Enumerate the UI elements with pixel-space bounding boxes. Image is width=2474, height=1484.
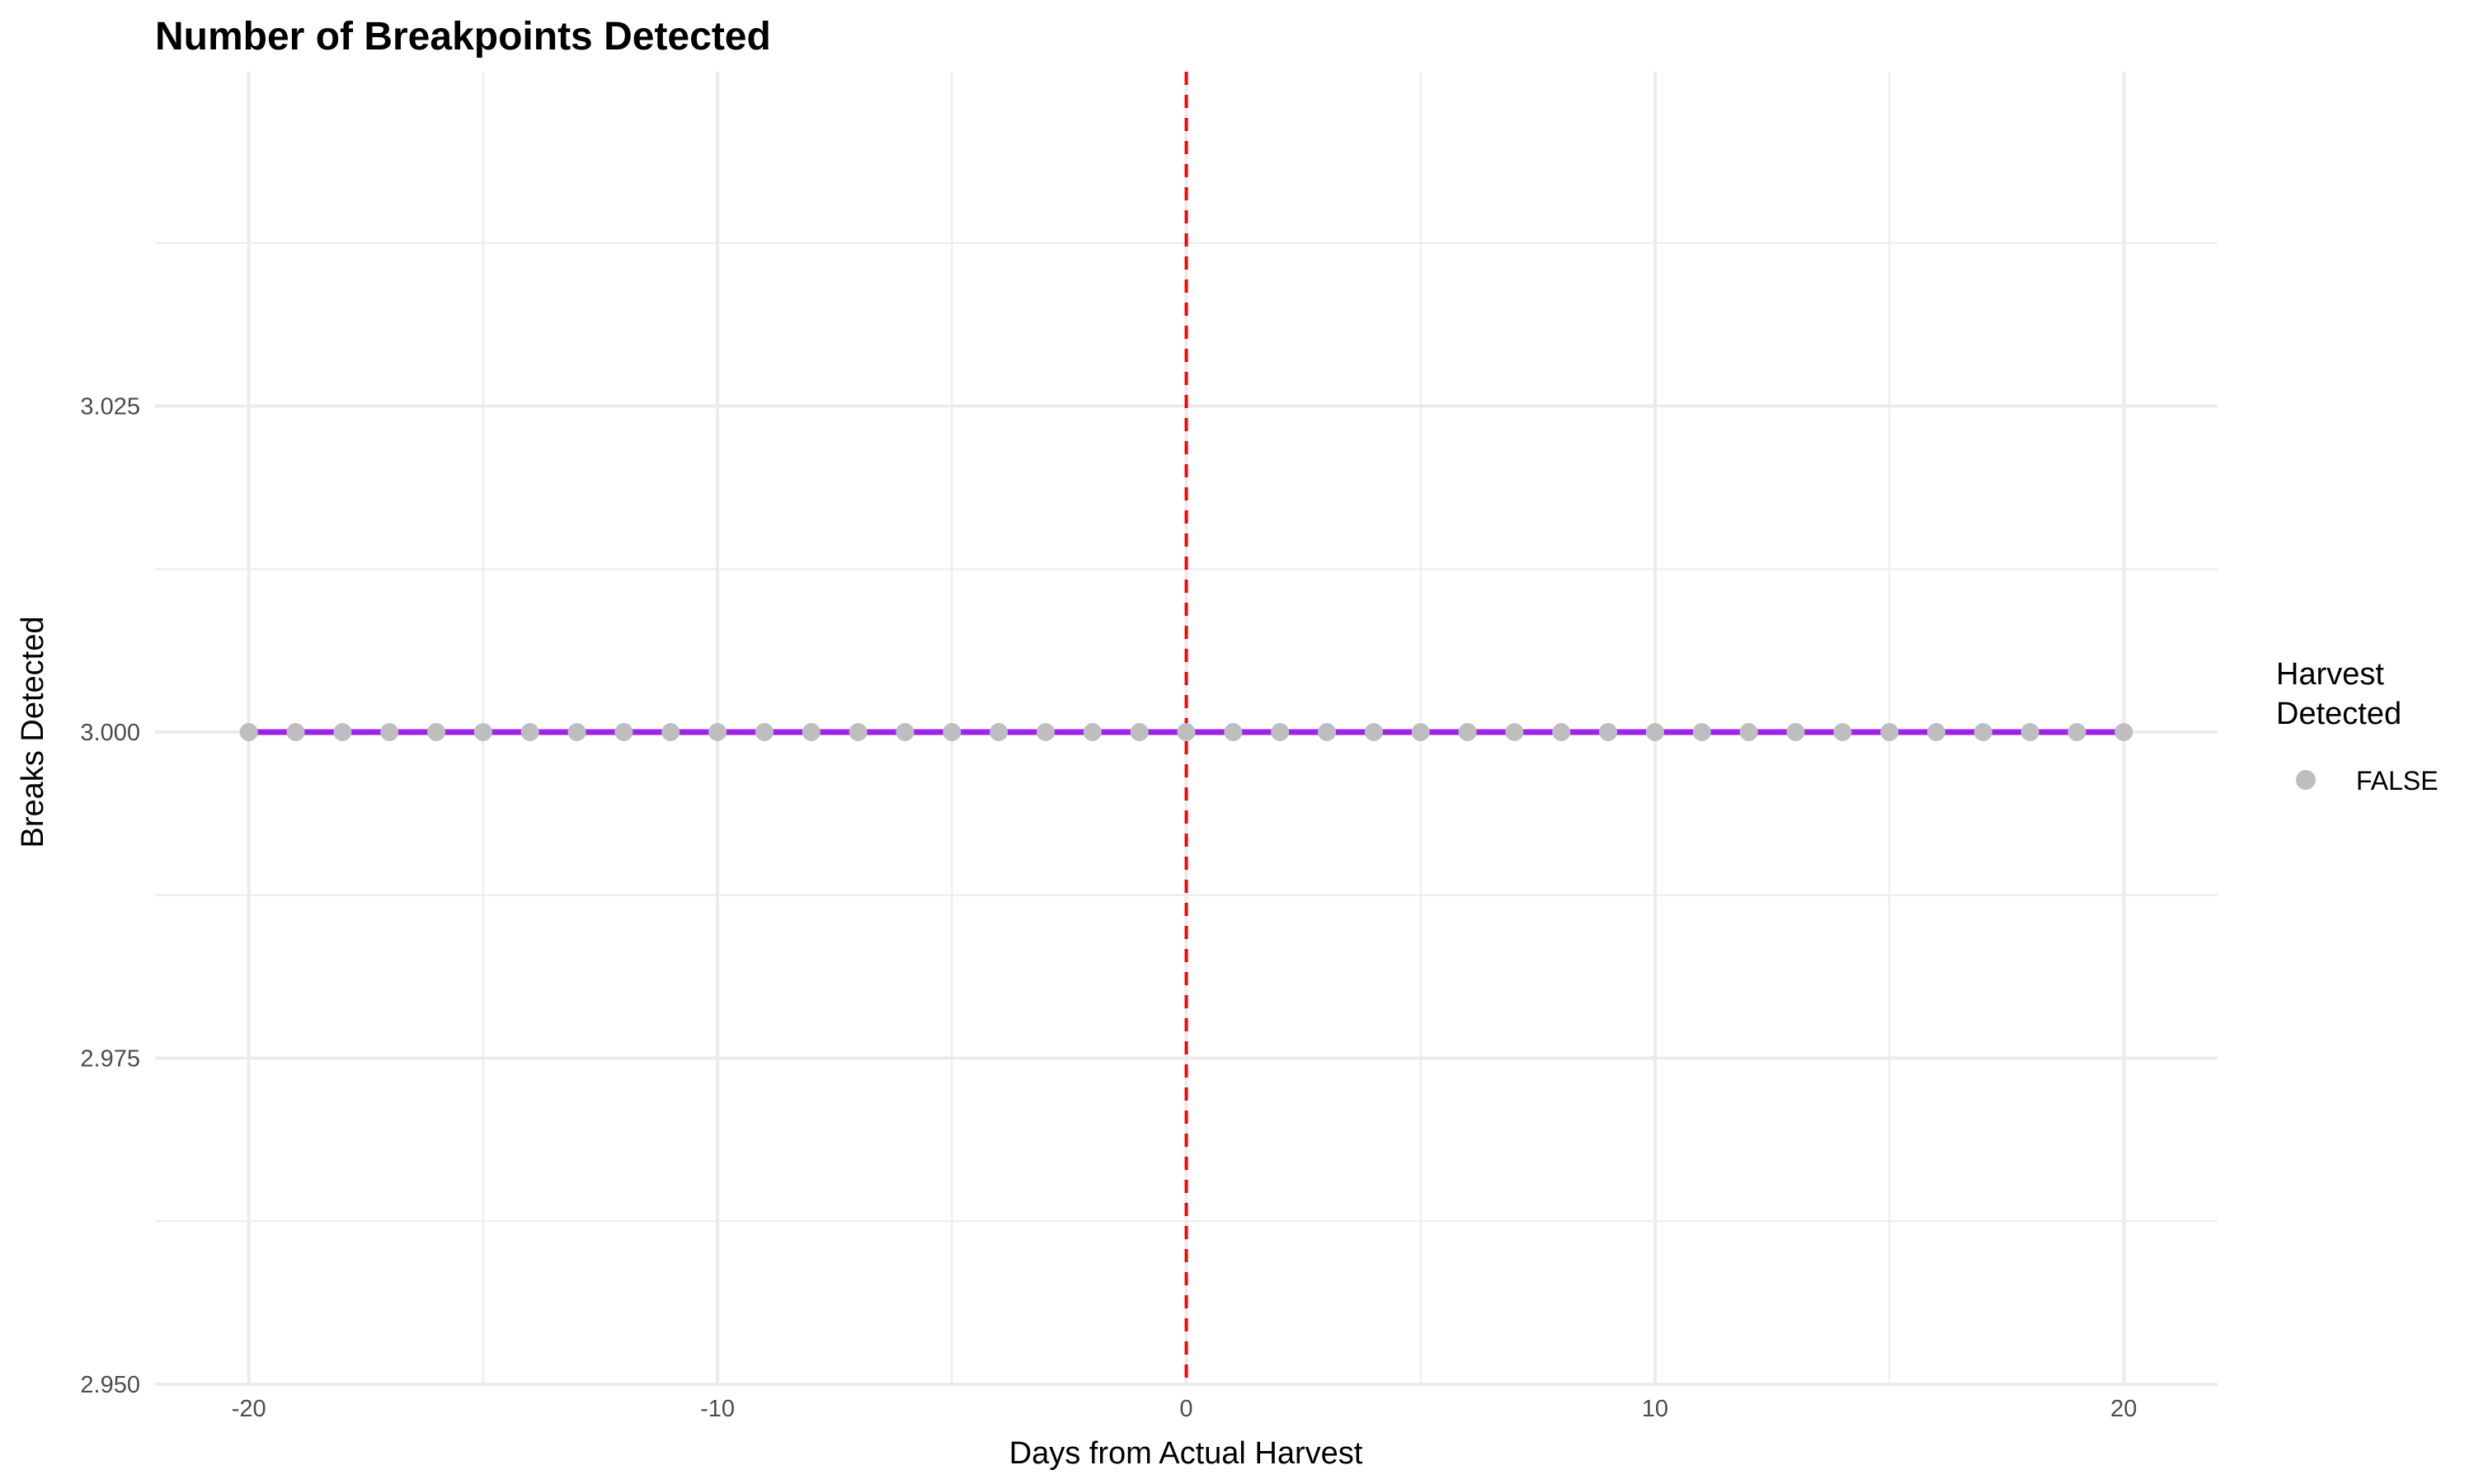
data-point [1926,723,1945,741]
data-point [1645,723,1664,741]
data-point [1692,723,1711,741]
data-point [380,723,399,741]
legend-title-line-1: Harvest [2276,657,2384,692]
data-point [614,723,633,741]
legend: Harvest Detected FALSE [2276,657,2439,796]
legend-entry-label: FALSE [2356,766,2439,796]
y-tick-label: 3.000 [80,720,140,746]
data-point [2067,723,2086,741]
data-point [1318,723,1337,741]
data-point [943,723,962,741]
data-point [1739,723,1758,741]
data-point [849,723,868,741]
data-point [1224,723,1243,741]
data-point [755,723,774,741]
data-point [1552,723,1571,741]
data-point [708,723,727,741]
data-point [1411,723,1430,741]
data-point [990,723,1009,741]
y-tick-label: 2.975 [80,1046,140,1073]
y-tick-label: 2.950 [80,1372,140,1398]
data-point [1271,723,1290,741]
x-tick-label: 10 [1642,1396,1668,1422]
data-point [239,723,258,741]
data-point [473,723,492,741]
data-point [1177,723,1196,741]
data-point [1833,723,1852,741]
x-tick-label: 20 [2110,1396,2137,1422]
data-point [1130,723,1149,741]
data-point [2020,723,2039,741]
x-axis-label: Days from Actual Harvest [1009,1436,1363,1471]
marks [239,72,2133,1384]
axes: -20 -10 0 10 20 2.950 2.975 3.000 3.025 [80,394,2137,1423]
data-point [1505,723,1524,741]
x-tick-label: 0 [1179,1396,1192,1422]
data-point [2114,723,2133,741]
data-point [286,723,305,741]
legend-entry-marker [2296,770,2316,790]
data-point [802,723,821,741]
data-point [1786,723,1805,741]
data-point [333,723,352,741]
data-point [1036,723,1055,741]
data-point [1880,723,1899,741]
data-point [427,723,446,741]
data-point [567,723,586,741]
legend-title: Harvest Detected [2276,657,2401,731]
data-point [1458,723,1477,741]
legend-title-line-2: Detected [2276,697,2401,731]
x-tick-label: -10 [700,1396,735,1422]
data-point [661,723,680,741]
data-point [1083,723,1102,741]
x-tick-label: -20 [232,1396,266,1422]
data-point [1973,723,1992,741]
y-axis-label: Breaks Detected [16,617,50,848]
data-point [1364,723,1383,741]
data-point [520,723,539,741]
y-tick-label: 3.025 [80,394,140,420]
data-point [896,723,915,741]
chart-title: Number of Breakpoints Detected [155,15,771,59]
data-point [1599,723,1618,741]
